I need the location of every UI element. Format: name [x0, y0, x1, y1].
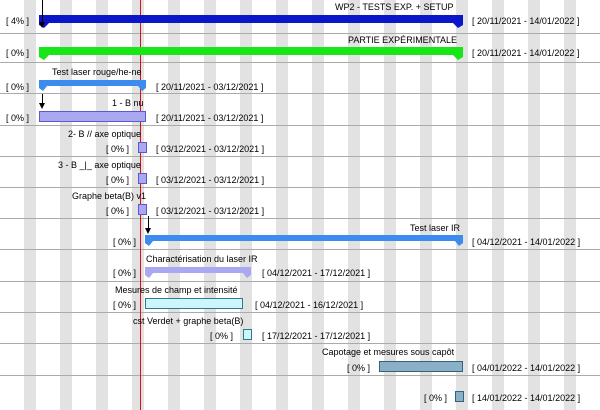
task-percent: [ 0% ] — [106, 206, 130, 216]
task-label: 2- B // axe optique — [68, 129, 142, 139]
task-dates: [ 14/01/2022 - 14/01/2022 ] — [472, 393, 581, 403]
task-percent: [ 4% ] — [6, 16, 30, 26]
summary-bar-laser-ir[interactable] — [145, 235, 465, 247]
row-separator — [0, 125, 600, 126]
task-dates: [ 20/11/2021 - 14/01/2022 ] — [472, 48, 580, 58]
row-separator — [0, 312, 600, 313]
dependency-arrow-head — [39, 22, 45, 28]
dependency-arrow — [42, 94, 43, 104]
task-percent: [ 0% ] — [424, 393, 448, 403]
task-bar[interactable] — [455, 391, 464, 402]
task-dates: [ 03/12/2021 - 03/12/2021 ] — [156, 206, 265, 216]
task-percent: [ 0% ] — [6, 113, 30, 123]
task-percent: [ 0% ] — [113, 268, 137, 278]
week-stripe — [276, 0, 288, 410]
week-stripe — [564, 0, 576, 410]
task-bar[interactable] — [243, 329, 252, 340]
task-percent: [ 0% ] — [6, 82, 30, 92]
task-percent: [ 0% ] — [6, 48, 30, 58]
dependency-arrow — [42, 0, 43, 24]
week-stripe — [24, 0, 36, 410]
task-bar[interactable] — [145, 298, 243, 309]
task-label: Graphe beta(B) v1 — [72, 191, 147, 201]
task-dates: [ 04/12/2021 - 17/12/2021 ] — [262, 268, 371, 278]
row-separator — [0, 187, 600, 188]
task-dates: [ 20/11/2021 - 03/12/2021 ] — [156, 82, 264, 92]
task-dates: [ 17/12/2021 - 17/12/2021 ] — [262, 331, 371, 341]
summary-bar-characterisation[interactable] — [145, 267, 255, 279]
week-stripe — [492, 0, 504, 410]
task-dates: [ 20/11/2021 - 03/12/2021 ] — [156, 113, 264, 123]
task-label: Test laser IR — [410, 223, 461, 233]
week-stripe — [312, 0, 324, 410]
task-dates: [ 03/12/2021 - 03/12/2021 ] — [156, 175, 265, 185]
task-label: Charactérisation du laser IR — [146, 254, 258, 264]
task-bar[interactable] — [379, 361, 463, 372]
week-stripe — [240, 0, 252, 410]
task-label: WP2 - TESTS EXP. + SETUP — [335, 2, 454, 12]
task-bar[interactable] — [138, 142, 147, 153]
row-separator — [0, 93, 600, 94]
task-label: PARTIE EXPÉRIMENTALE — [348, 35, 458, 45]
row-separator — [0, 375, 600, 376]
summary-bar-laser-rouge[interactable] — [39, 80, 149, 92]
task-percent: [ 0% ] — [106, 175, 130, 185]
week-stripe — [96, 0, 108, 410]
task-percent: [ 0% ] — [113, 300, 137, 310]
task-label: 3 - B _|_ axe optique — [58, 160, 141, 170]
task-percent: [ 0% ] — [113, 237, 137, 247]
dependency-arrow-head — [145, 228, 151, 234]
task-label: cst Verdet + graphe beta(B) — [133, 316, 244, 326]
task-bar[interactable] — [138, 204, 147, 215]
week-stripe — [384, 0, 396, 410]
row-separator — [0, 281, 600, 282]
row-separator — [0, 62, 600, 63]
week-stripe — [60, 0, 72, 410]
task-dates: [ 04/01/2022 - 14/01/2022 ] — [472, 363, 581, 373]
task-bar[interactable] — [39, 111, 146, 122]
row-separator — [0, 249, 600, 250]
task-dates: [ 04/12/2021 - 16/12/2021 ] — [255, 300, 364, 310]
row-separator — [0, 156, 600, 157]
task-percent: [ 0% ] — [106, 144, 130, 154]
summary-bar-wp2[interactable] — [39, 15, 465, 29]
row-separator — [0, 343, 600, 344]
week-stripe — [348, 0, 360, 410]
dependency-arrow-head — [39, 103, 45, 109]
task-percent: [ 0% ] — [210, 331, 234, 341]
task-dates: [ 03/12/2021 - 03/12/2021 ] — [156, 144, 265, 154]
task-label: Test laser rouge/he-ne — [52, 67, 142, 77]
row-separator — [0, 33, 600, 34]
week-stripe — [456, 0, 468, 410]
task-label: 1 - B nu — [112, 98, 144, 108]
row-separator — [0, 218, 600, 219]
task-dates: [ 20/11/2021 - 14/01/2022 ] — [472, 16, 580, 26]
task-percent: [ 0% ] — [347, 363, 371, 373]
task-dates: [ 04/12/2021 - 14/01/2022 ] — [472, 237, 581, 247]
summary-bar-partie[interactable] — [39, 47, 465, 61]
task-bar[interactable] — [138, 173, 147, 184]
week-stripe — [528, 0, 540, 410]
dependency-arrow — [148, 216, 149, 229]
task-label: Mesures de champ et intensité — [115, 285, 238, 295]
task-label: Capotage et mesures sous capôt — [322, 347, 455, 357]
week-stripe — [420, 0, 432, 410]
